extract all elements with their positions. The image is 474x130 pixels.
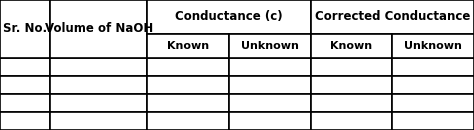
Bar — [229, 34, 311, 58]
Bar — [392, 58, 474, 76]
Bar — [50, 34, 147, 58]
Bar — [229, 34, 311, 58]
Bar — [147, 0, 311, 34]
Bar — [147, 94, 229, 112]
Bar — [50, 0, 147, 58]
Bar — [392, 0, 474, 34]
Bar — [392, 34, 474, 58]
Bar — [392, 34, 474, 58]
Bar — [0, 94, 50, 112]
Bar — [0, 34, 50, 58]
Bar — [392, 94, 474, 112]
Bar — [147, 76, 229, 94]
Text: Known: Known — [167, 41, 210, 51]
Bar — [311, 0, 474, 34]
Text: Volume of NaOH: Volume of NaOH — [45, 22, 153, 35]
Bar — [147, 34, 229, 58]
Bar — [0, 0, 50, 34]
Text: Known: Known — [330, 41, 373, 51]
Bar — [147, 0, 229, 34]
Bar — [392, 112, 474, 130]
Text: Corrected Conductance: Corrected Conductance — [315, 10, 470, 23]
Bar — [50, 94, 147, 112]
Text: Unknown: Unknown — [241, 41, 299, 51]
Bar — [229, 94, 311, 112]
Bar — [147, 112, 229, 130]
Bar — [50, 58, 147, 76]
Text: Unknown: Unknown — [404, 41, 462, 51]
Bar — [0, 112, 50, 130]
Bar — [0, 58, 50, 76]
Bar — [229, 58, 311, 76]
Bar — [229, 76, 311, 94]
Bar — [50, 112, 147, 130]
Bar — [229, 112, 311, 130]
Bar — [229, 0, 311, 34]
Bar — [311, 0, 392, 34]
Bar — [147, 34, 229, 58]
Bar — [392, 76, 474, 94]
Bar — [0, 76, 50, 94]
Bar — [311, 94, 392, 112]
Text: Conductance (c): Conductance (c) — [175, 10, 283, 23]
Bar — [50, 76, 147, 94]
Bar — [311, 58, 392, 76]
Bar — [311, 112, 392, 130]
Bar — [311, 76, 392, 94]
Text: Sr. No.: Sr. No. — [3, 22, 47, 35]
Bar — [311, 34, 392, 58]
Bar — [0, 0, 50, 58]
Bar — [50, 0, 147, 34]
Bar — [311, 34, 392, 58]
Bar — [147, 58, 229, 76]
